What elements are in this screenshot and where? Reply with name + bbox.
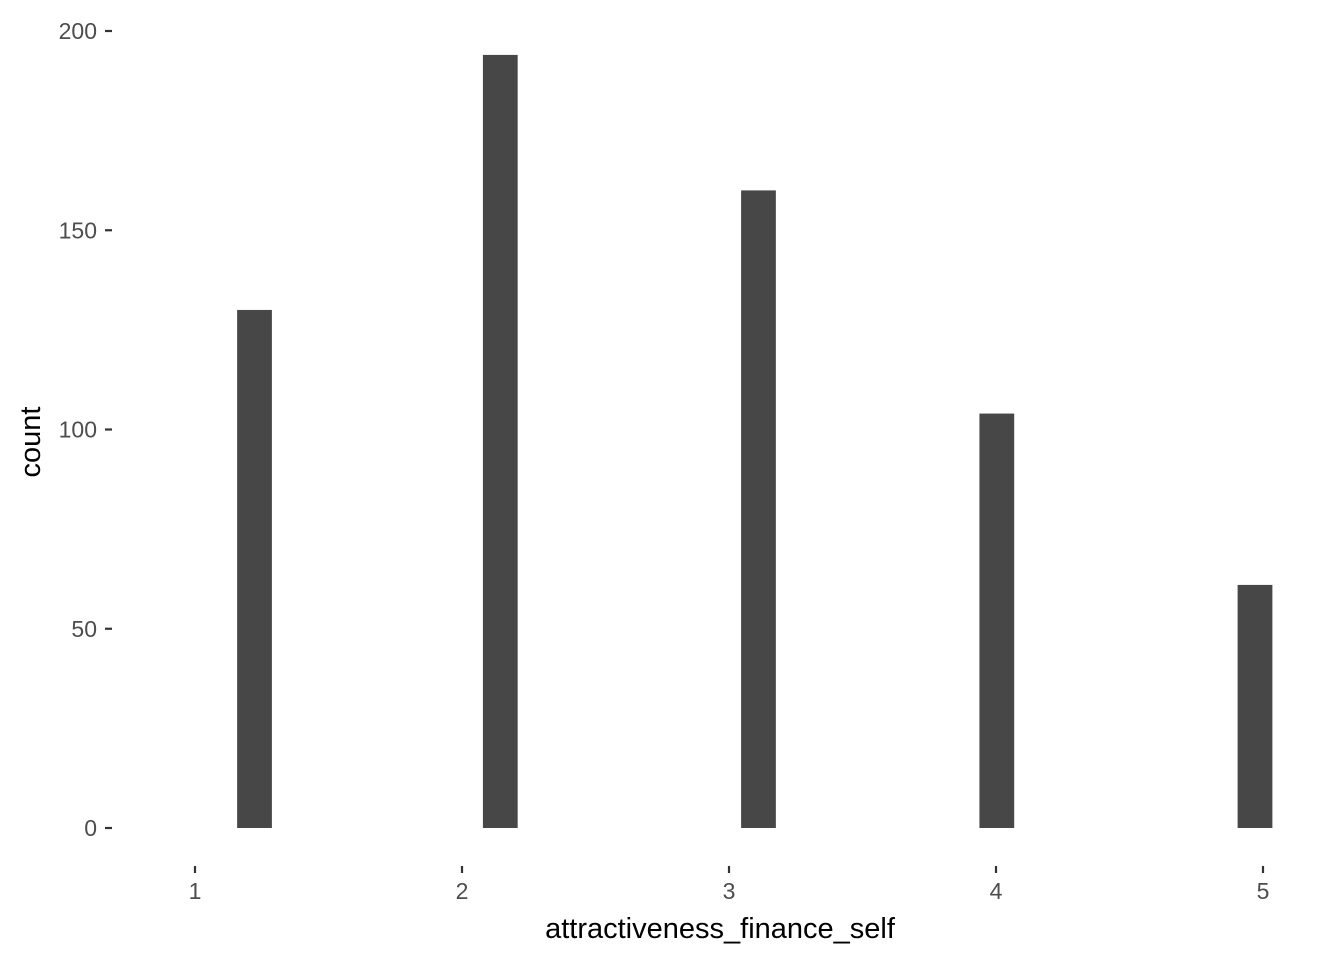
y-tick-label-150: 150	[59, 217, 97, 243]
y-tick-label-0: 0	[84, 815, 97, 841]
bar-3	[741, 190, 776, 828]
bar-2	[482, 54, 518, 829]
x-tick-label-2: 2	[456, 878, 469, 904]
x-tick-label-5: 5	[1257, 878, 1270, 904]
x-tick-label-4: 4	[990, 878, 1003, 904]
x-axis: 1 2 3 4 5	[189, 866, 1270, 904]
x-axis-title: attractiveness_finance_self	[545, 913, 896, 945]
y-tick-label-50: 50	[71, 616, 97, 642]
y-tick-label-200: 200	[59, 18, 97, 44]
bar-4	[979, 413, 1015, 828]
bar-1	[237, 309, 272, 828]
bar-5	[1237, 584, 1273, 828]
x-tick-label-1: 1	[189, 878, 202, 904]
y-tick-label-100: 100	[59, 417, 97, 443]
x-tick-label-3: 3	[723, 878, 736, 904]
y-axis-title: count	[15, 407, 47, 478]
y-axis: 0 50 100 150 200	[59, 18, 112, 841]
bars-layer	[237, 54, 1273, 829]
